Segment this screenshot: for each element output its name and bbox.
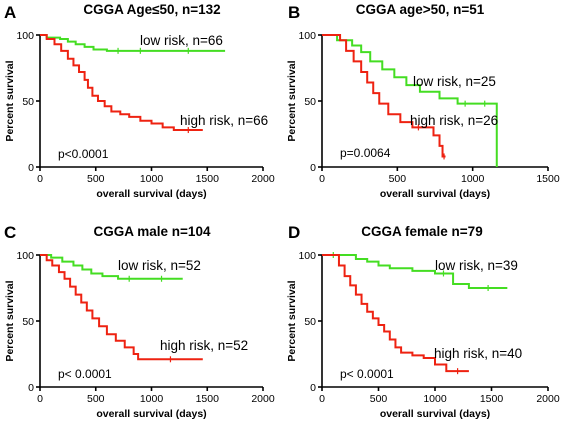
low-risk-curve (40, 34, 226, 52)
panel-letter: C (4, 223, 16, 242)
high-risk-label: high risk, n=66 (180, 113, 268, 128)
low-risk-label: low risk, n=25 (413, 74, 496, 89)
panel-a: A CGGA Age≤50, n=132 0 500 1000 1500 2000 0 50… (4, 2, 275, 200)
y-tick-label: 100 (298, 250, 316, 262)
y-tick-label: 0 (310, 162, 316, 174)
low-risk-curve (322, 254, 508, 289)
x-axis-label: overall survival (days) (96, 408, 206, 420)
p-value: p<0.0001 (58, 147, 109, 161)
low-risk-label: low risk, n=66 (140, 33, 223, 48)
x-tick-label: 1500 (196, 393, 220, 405)
high-risk-curve (40, 34, 203, 132)
low-risk-curve (40, 254, 183, 280)
panel-title: CGGA Age≤50, n=132 (83, 2, 220, 17)
x-tick-label: 1500 (196, 173, 220, 185)
panel-letter: D (288, 223, 300, 242)
panel-title: CGGA age>50, n=51 (356, 2, 485, 17)
y-axis-label: Percent survival (286, 60, 298, 141)
panel-c: C CGGA male n=104 0 500 1000 1500 2000 0 50 100… (4, 223, 275, 420)
x-tick-label: 500 (370, 393, 388, 405)
y-tick-label: 0 (28, 162, 34, 174)
x-tick-label: 1000 (423, 393, 447, 405)
panel-letter: B (288, 3, 300, 22)
y-tick-label: 50 (22, 96, 34, 108)
high-risk-curve (322, 34, 446, 158)
low-risk-label: low risk, n=39 (435, 258, 518, 273)
panel-b: B CGGA age>50, n=51 0 500 1000 1500 0 50 100 ov… (286, 2, 560, 200)
p-value: p< 0.0001 (340, 367, 394, 381)
x-tick-label: 2000 (251, 173, 275, 185)
low-risk-label: low risk, n=52 (118, 258, 201, 273)
panel-title: CGGA female n=79 (361, 224, 482, 239)
y-axis-label: Percent survival (4, 60, 16, 141)
panel-d: D CGGA female n=79 0 500 1000 1500 2000 0 50 10… (286, 223, 560, 420)
x-tick-label: 0 (319, 393, 325, 405)
high-risk-label: high risk, n=52 (160, 338, 248, 353)
x-tick-label: 500 (87, 393, 105, 405)
x-tick-label: 0 (319, 173, 325, 185)
x-tick-label: 500 (87, 173, 105, 185)
x-tick-label: 1000 (140, 393, 164, 405)
high-risk-curve (40, 254, 203, 361)
y-tick-label: 100 (16, 250, 34, 262)
p-value: p< 0.0001 (58, 367, 112, 381)
low-risk-curve (322, 34, 498, 167)
high-risk-curve (322, 254, 469, 373)
y-tick-label: 0 (310, 382, 316, 394)
x-axis-label: overall survival (days) (380, 408, 490, 420)
x-tick-label: 2000 (536, 393, 560, 405)
y-tick-label: 50 (304, 316, 316, 328)
y-axis-label: Percent survival (4, 280, 16, 361)
panel-letter: A (4, 3, 16, 22)
x-tick-label: 0 (37, 393, 43, 405)
x-tick-label: 1000 (140, 173, 164, 185)
x-axis-label: overall survival (days) (380, 188, 490, 200)
y-tick-label: 100 (298, 30, 316, 42)
x-tick-label: 1500 (536, 173, 560, 185)
x-tick-label: 0 (37, 173, 43, 185)
high-risk-label: high risk, n=40 (434, 346, 522, 361)
y-axis-label: Percent survival (286, 280, 298, 361)
y-tick-label: 100 (16, 30, 34, 42)
high-risk-label: high risk, n=26 (410, 113, 498, 128)
y-tick-label: 0 (28, 382, 34, 394)
y-tick-label: 50 (22, 316, 34, 328)
x-tick-label: 1500 (480, 393, 504, 405)
x-tick-label: 2000 (251, 393, 275, 405)
x-tick-label: 500 (389, 173, 407, 185)
x-tick-label: 1000 (461, 173, 485, 185)
p-value: p=0.0064 (340, 146, 391, 160)
x-axis-label: overall survival (days) (96, 188, 206, 200)
panel-title: CGGA male n=104 (94, 224, 211, 239)
y-tick-label: 50 (304, 96, 316, 108)
